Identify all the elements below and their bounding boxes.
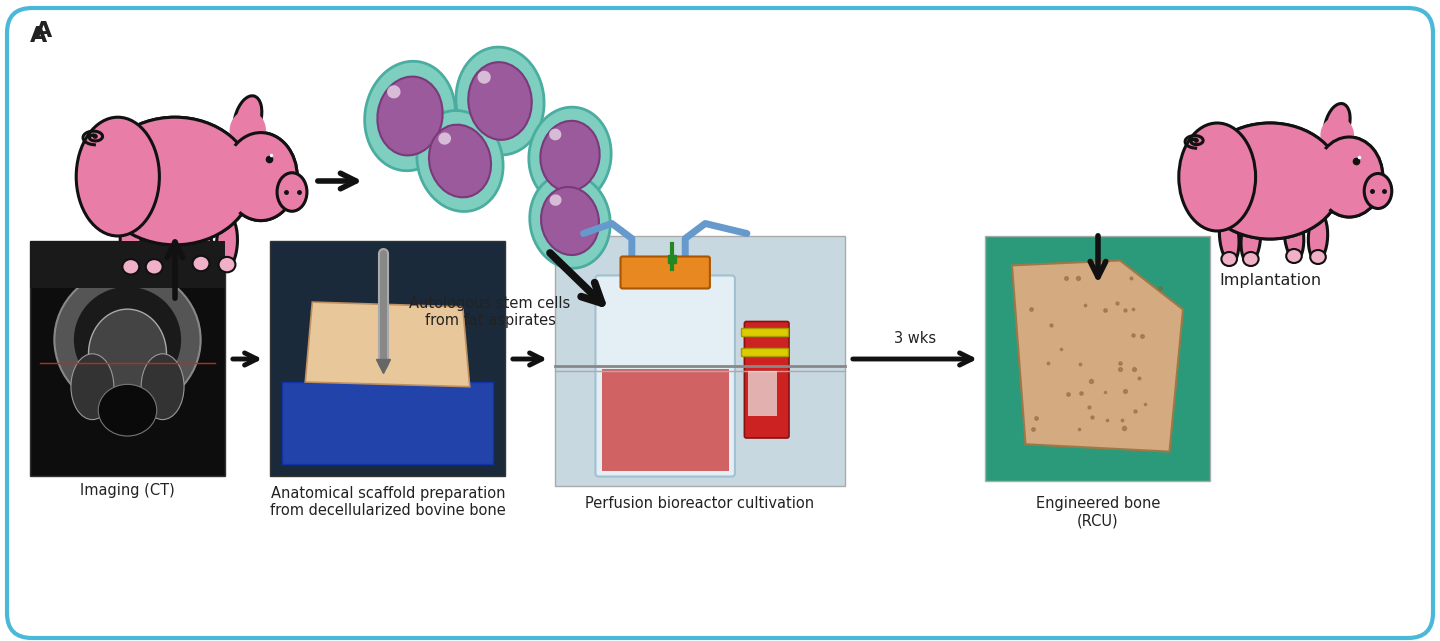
Ellipse shape [73,287,181,392]
Bar [282,382,494,464]
Ellipse shape [1220,211,1238,263]
Ellipse shape [1241,215,1260,263]
Ellipse shape [76,117,160,236]
Text: Engineered bone
(RCU): Engineered bone (RCU) [1035,496,1161,528]
Ellipse shape [145,259,163,274]
Text: Anatomical scaffold preparation
from decellularized bovine bone: Anatomical scaffold preparation from dec… [271,486,505,519]
Ellipse shape [1198,123,1342,239]
Ellipse shape [193,142,251,221]
Ellipse shape [1320,117,1354,153]
Ellipse shape [216,216,238,269]
Ellipse shape [1286,249,1302,263]
Ellipse shape [549,129,562,140]
FancyBboxPatch shape [744,322,789,438]
Ellipse shape [1316,137,1382,217]
Ellipse shape [1309,213,1328,261]
Bar [30,241,225,288]
FancyBboxPatch shape [621,256,710,288]
Ellipse shape [1310,250,1326,264]
Ellipse shape [1364,174,1392,208]
Polygon shape [1012,260,1184,452]
Ellipse shape [193,142,251,221]
Ellipse shape [122,259,140,274]
Bar [985,236,1210,481]
Ellipse shape [141,354,184,420]
Bar [742,328,788,336]
Ellipse shape [233,96,262,143]
Ellipse shape [387,85,400,99]
Bar [749,371,778,416]
Ellipse shape [219,257,236,272]
Polygon shape [305,302,469,387]
Text: A: A [35,21,52,41]
Ellipse shape [541,187,599,255]
Text: Implantation: Implantation [1218,273,1320,288]
Ellipse shape [550,194,562,206]
FancyBboxPatch shape [596,276,734,476]
Bar [271,241,505,476]
Ellipse shape [98,385,157,436]
Ellipse shape [225,133,297,221]
Ellipse shape [88,309,167,399]
Ellipse shape [456,47,544,155]
Ellipse shape [416,110,503,212]
Ellipse shape [225,133,297,221]
Ellipse shape [377,76,442,155]
Ellipse shape [96,117,253,245]
Ellipse shape [276,173,307,212]
Ellipse shape [1287,145,1339,217]
Ellipse shape [144,219,164,271]
Ellipse shape [1287,145,1339,217]
Ellipse shape [1221,252,1237,266]
Ellipse shape [530,174,611,269]
Bar [602,369,729,470]
Text: Autologous stem cells
from fat aspirates: Autologous stem cells from fat aspirates [409,296,570,328]
Ellipse shape [478,71,491,84]
Text: Perfusion bioreactor cultivation: Perfusion bioreactor cultivation [586,496,815,511]
Ellipse shape [540,121,599,191]
Bar [554,236,845,486]
Ellipse shape [96,117,253,245]
Ellipse shape [468,62,531,140]
Ellipse shape [55,269,200,410]
Ellipse shape [1179,123,1256,231]
Ellipse shape [120,214,141,271]
Ellipse shape [1325,104,1351,147]
Ellipse shape [429,124,491,197]
Ellipse shape [1243,252,1259,266]
Ellipse shape [1179,123,1256,231]
Ellipse shape [364,62,455,171]
Bar [742,348,788,356]
Text: Imaging (CT): Imaging (CT) [79,483,174,498]
Ellipse shape [528,107,611,205]
Text: 3 wks: 3 wks [894,331,936,346]
Ellipse shape [1316,137,1382,217]
Text: A: A [30,26,48,46]
Ellipse shape [76,117,160,236]
Ellipse shape [71,354,114,420]
FancyBboxPatch shape [7,8,1433,638]
Ellipse shape [190,213,212,268]
Ellipse shape [193,256,209,271]
Ellipse shape [229,111,266,150]
Ellipse shape [1198,123,1342,239]
Ellipse shape [438,133,451,145]
Bar [30,241,225,476]
Ellipse shape [1284,210,1303,260]
